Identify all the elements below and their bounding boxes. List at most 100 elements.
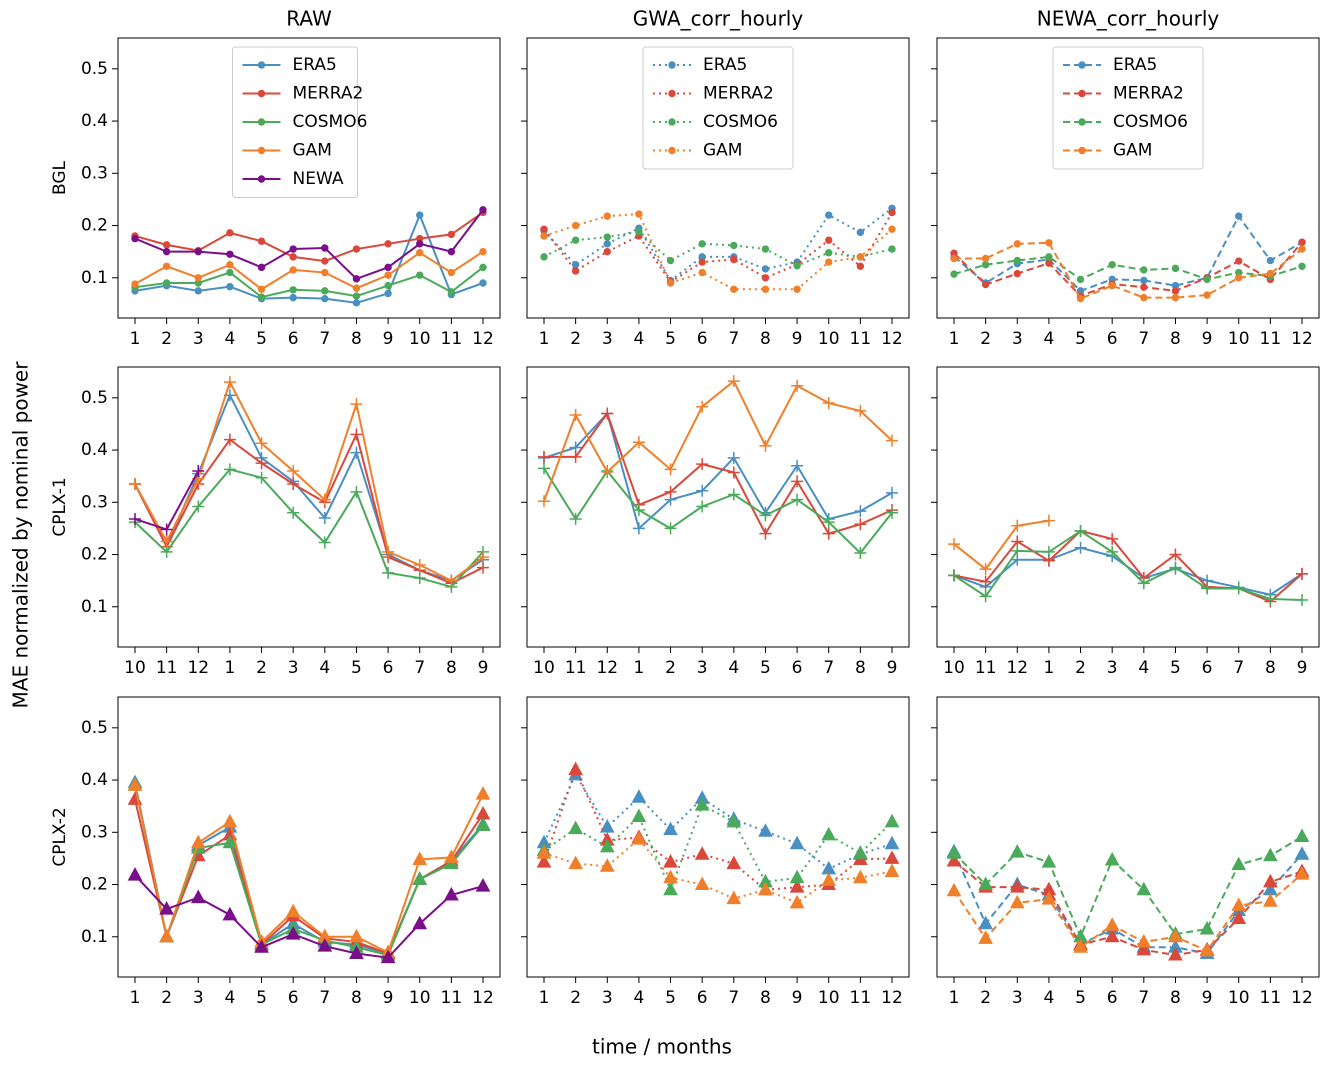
marker xyxy=(1263,847,1278,862)
marker xyxy=(856,253,865,261)
legend-label: ERA5 xyxy=(1113,55,1157,75)
marker xyxy=(888,245,896,253)
marker xyxy=(568,761,583,776)
marker xyxy=(1136,881,1152,896)
series-line xyxy=(953,214,1303,292)
x-tick-label: 3 xyxy=(288,658,299,678)
x-tick-label: 8 xyxy=(446,658,457,678)
marker xyxy=(632,504,645,517)
legend-marker xyxy=(668,146,676,155)
legend-marker xyxy=(1078,118,1086,126)
marker xyxy=(159,928,174,943)
marker xyxy=(382,545,395,558)
marker xyxy=(479,248,487,256)
marker xyxy=(825,211,833,219)
marker xyxy=(1199,920,1215,935)
marker xyxy=(223,376,236,389)
marker xyxy=(1042,514,1055,527)
marker xyxy=(447,288,456,296)
legend-marker xyxy=(257,146,266,155)
series-line xyxy=(134,250,484,291)
x-tick-label: 11 xyxy=(850,988,872,1008)
x-tick-label: 7 xyxy=(319,988,330,1008)
series-line xyxy=(953,529,1303,601)
marker xyxy=(223,433,236,446)
x-tick-label: 1 xyxy=(130,988,141,1008)
marker xyxy=(1074,541,1087,554)
marker xyxy=(321,268,329,277)
series-line xyxy=(134,211,484,263)
marker xyxy=(825,258,833,266)
marker xyxy=(825,236,833,244)
x-tick-label: 4 xyxy=(224,329,235,349)
marker xyxy=(257,285,266,293)
marker xyxy=(222,813,238,828)
marker xyxy=(884,813,900,828)
x-tick-label: 11 xyxy=(156,658,178,678)
legend-marker xyxy=(257,61,266,69)
x-tick-label: 9 xyxy=(887,658,898,678)
x-tick-label: 1 xyxy=(224,658,235,678)
x-tick-label: 3 xyxy=(1012,329,1023,349)
marker xyxy=(190,889,206,904)
x-tick-label: 9 xyxy=(1202,988,1213,1008)
marker xyxy=(730,285,738,293)
plot-area xyxy=(526,696,910,978)
marker xyxy=(445,574,458,587)
marker xyxy=(477,561,489,574)
marker xyxy=(447,248,456,256)
marker xyxy=(194,287,202,295)
marker xyxy=(1294,828,1310,842)
y-tick-label: 0.3 xyxy=(81,163,108,183)
x-tick-label: 11 xyxy=(441,329,463,349)
marker xyxy=(696,458,709,471)
marker xyxy=(979,563,992,576)
marker xyxy=(950,270,958,278)
marker xyxy=(888,208,896,217)
marker xyxy=(321,257,329,265)
x-tick-label: 4 xyxy=(633,988,644,1008)
marker xyxy=(603,233,611,241)
marker xyxy=(603,248,611,256)
marker xyxy=(1168,928,1183,943)
marker xyxy=(666,279,675,287)
x-tick-label: 12 xyxy=(1291,988,1313,1008)
x-tick-label: 9 xyxy=(383,988,394,1008)
marker xyxy=(946,882,962,897)
x-tick-label: 8 xyxy=(760,988,771,1008)
marker xyxy=(1009,879,1025,893)
marker xyxy=(289,294,297,302)
marker xyxy=(1042,545,1055,558)
marker xyxy=(192,464,205,477)
marker xyxy=(569,450,582,463)
marker xyxy=(854,505,867,518)
marker xyxy=(789,879,805,893)
marker xyxy=(663,869,678,884)
marker xyxy=(475,786,491,800)
marker xyxy=(1104,917,1120,931)
series-line xyxy=(543,207,893,282)
marker xyxy=(1011,519,1024,532)
marker xyxy=(1294,866,1310,880)
marker xyxy=(759,509,772,522)
marker xyxy=(1298,245,1306,253)
legend-marker xyxy=(257,118,266,126)
marker xyxy=(287,478,300,491)
marker xyxy=(285,926,301,940)
marker xyxy=(978,876,993,891)
marker xyxy=(856,262,865,270)
marker xyxy=(222,834,238,849)
marker xyxy=(1171,264,1180,272)
marker xyxy=(568,820,583,835)
x-tick-label: 5 xyxy=(256,329,267,349)
marker xyxy=(1073,939,1088,953)
marker xyxy=(226,229,234,237)
x-tick-label: 5 xyxy=(760,658,771,678)
x-tick-label: 8 xyxy=(351,329,362,349)
series-line xyxy=(543,379,893,502)
marker xyxy=(635,228,643,236)
x-tick-label: 7 xyxy=(319,329,330,349)
marker xyxy=(1104,851,1120,866)
marker xyxy=(1171,287,1180,295)
marker xyxy=(568,855,583,870)
